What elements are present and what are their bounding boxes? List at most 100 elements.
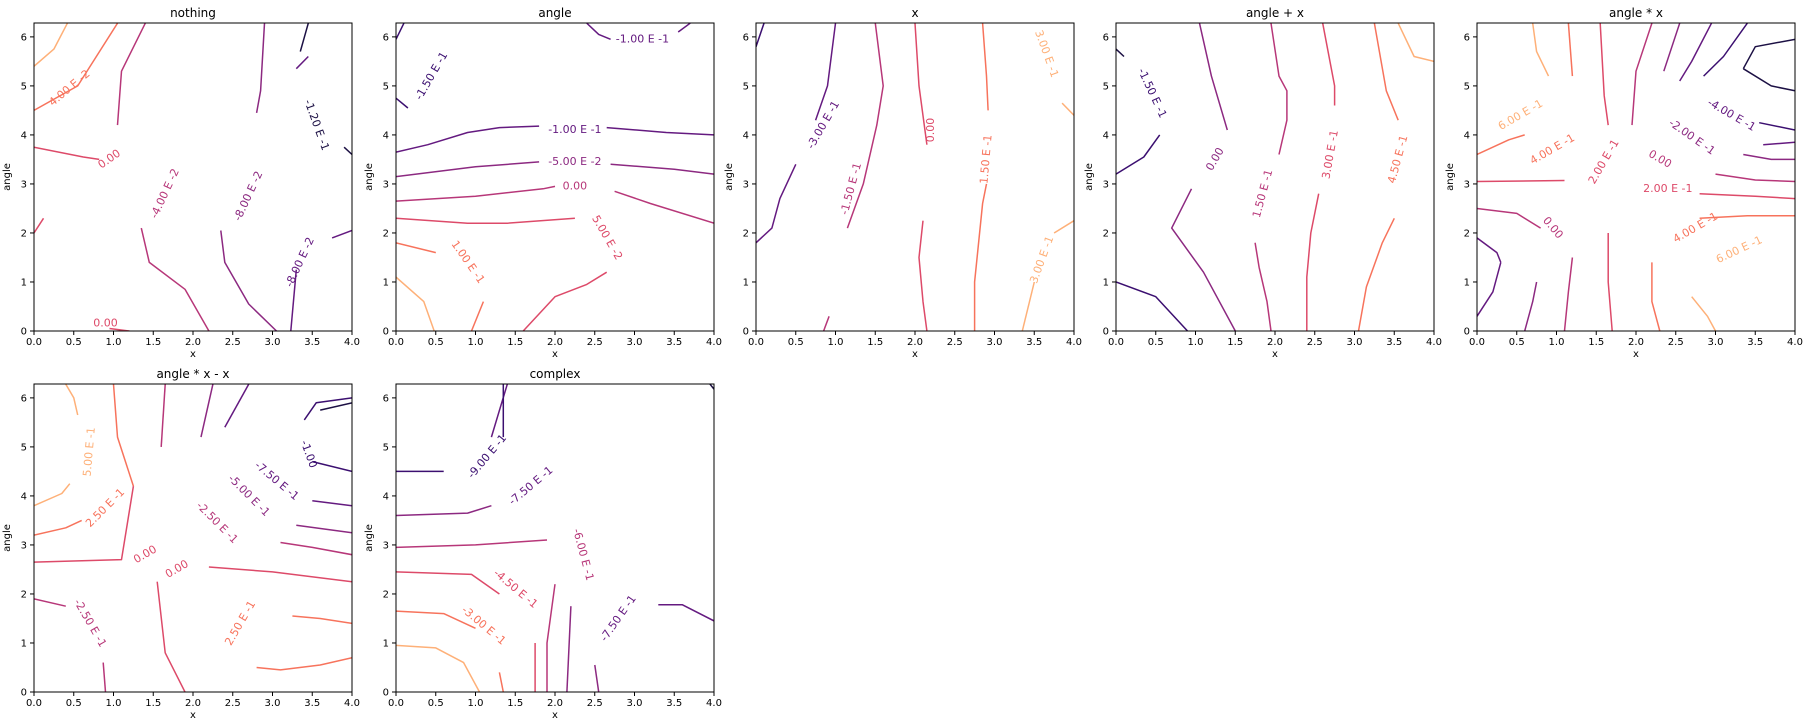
contour-line — [1198, 23, 1229, 131]
contour-line — [296, 524, 352, 534]
contour-line — [1651, 262, 1661, 331]
y-tick-label: 2 — [383, 228, 389, 239]
contour-line — [1306, 193, 1320, 331]
y-tick-label: 0 — [1103, 327, 1109, 338]
contour-line — [1116, 134, 1161, 175]
contour-label: 3.00 E -1 — [1027, 234, 1056, 285]
contour-label: -8.00 E -2 — [283, 235, 317, 289]
contour-line — [1663, 23, 1681, 72]
y-tick-label: 3 — [21, 179, 27, 190]
x-axis-label: x — [912, 349, 918, 360]
y-axis-label: angle — [1445, 163, 1456, 191]
x-tick-label: 1.5 — [145, 698, 161, 709]
y-tick-label: 4 — [1103, 130, 1109, 141]
contour-line — [522, 271, 608, 331]
contour-label: -2.00 E -1 — [1666, 116, 1717, 157]
x-tick-label: 0.5 — [788, 337, 804, 348]
contour-line — [822, 316, 830, 331]
subplot-title: angle * x — [1609, 6, 1663, 20]
x-tick-label: 1.0 — [828, 337, 844, 348]
contour-line — [1321, 23, 1336, 106]
x-tick-label: 4.0 — [344, 337, 360, 348]
contour-line — [1742, 68, 1795, 92]
x-tick-label: 3.5 — [1747, 337, 1763, 348]
contour-line — [208, 566, 352, 583]
y-tick-label: 2 — [1103, 228, 1109, 239]
contour-label: 3.00 E -1 — [1032, 28, 1061, 79]
x-tick-label: 2.0 — [185, 337, 201, 348]
subplot-title: x — [911, 6, 918, 20]
contour-line — [594, 664, 600, 692]
contour-label: -7.50 E -1 — [506, 464, 555, 508]
y-tick-label: 6 — [743, 32, 749, 43]
x-tick-label: 0.0 — [748, 337, 764, 348]
contour-label: -6.00 E -1 — [570, 527, 596, 582]
y-tick-label: 1 — [1464, 277, 1470, 288]
contour-label: -8.00 E -2 — [231, 169, 265, 223]
contour-line — [1477, 207, 1541, 229]
contour-line — [973, 183, 988, 331]
contour-line — [396, 276, 435, 331]
contour-line — [290, 269, 298, 331]
x-tick-label: 2.5 — [587, 698, 603, 709]
y-tick-label: 6 — [383, 32, 389, 43]
contour-line — [102, 662, 107, 692]
y-tick-label: 2 — [743, 228, 749, 239]
x-tick-label: 0.0 — [1108, 337, 1124, 348]
contour-label: 2.00 E -1 — [1586, 137, 1622, 186]
y-tick-label: 5 — [383, 442, 389, 453]
contour-line — [470, 301, 485, 331]
contour-lines — [756, 23, 1074, 331]
contour-line — [1699, 215, 1795, 220]
contour-line — [112, 384, 135, 487]
contour-line — [34, 146, 100, 161]
x-tick-label: 1.5 — [145, 337, 161, 348]
contour-label: 0.00 — [93, 317, 118, 330]
x-tick-label: 0.5 — [66, 698, 82, 709]
contour-line — [1523, 281, 1538, 331]
subplot-title: angle — [538, 6, 571, 20]
y-tick-label: 1 — [21, 277, 27, 288]
y-tick-label: 2 — [383, 589, 389, 600]
contour-line — [312, 500, 352, 507]
subplot-5: angle * x6.00 E -16.00 E -14.00 E -14.00… — [1445, 6, 1803, 360]
x-axis-label: x — [552, 710, 558, 721]
x-tick-label: 2.5 — [1307, 337, 1323, 348]
contour-label: -2.50 E -1 — [71, 597, 109, 650]
x-tick-label: 1.5 — [507, 698, 523, 709]
contour-line — [1715, 173, 1795, 183]
contour-label: -3.00 E -1 — [804, 99, 842, 152]
contour-line — [320, 402, 352, 411]
contour-label: 1.50 E -1 — [977, 134, 994, 184]
contour-line — [1477, 237, 1502, 263]
contour-label: -1.50 E -1 — [838, 161, 864, 216]
contour-line — [34, 598, 66, 607]
contour-line — [814, 23, 837, 121]
contour-line — [312, 460, 352, 473]
x-tick-label: 1.0 — [106, 337, 122, 348]
y-tick-label: 0 — [21, 688, 27, 699]
contour-line — [34, 483, 71, 507]
subplot-3: x 3.00 E -1 3.00 E -1 1.50 E -1 0.00 -1.50 E … — [724, 6, 1082, 360]
y-tick-label: 5 — [21, 442, 27, 453]
contour-label: 0.00 — [95, 147, 123, 172]
x-tick-label: 3.0 — [1708, 337, 1724, 348]
contour-line — [396, 644, 481, 692]
subplot-title: nothing — [170, 6, 216, 20]
x-tick-label: 3.0 — [265, 337, 281, 348]
contour-line — [1699, 192, 1795, 200]
contour-line — [490, 384, 509, 438]
contour-line — [1631, 23, 1653, 126]
contour-label: -5.00 E -2 — [548, 155, 601, 168]
y-axis-label: angle — [2, 524, 13, 552]
contour-line — [546, 584, 556, 692]
x-tick-label: 4.0 — [1426, 337, 1442, 348]
contour-line — [756, 163, 797, 244]
x-tick-label: 0.5 — [1509, 337, 1525, 348]
y-axis-label: angle — [1084, 163, 1095, 191]
contour-label: 6.00 E -1 — [1714, 233, 1764, 266]
contour-line — [1759, 121, 1795, 131]
contour-label: -1.00 — [298, 438, 320, 469]
x-tick-label: 1.0 — [106, 698, 122, 709]
contour-line — [1477, 179, 1565, 183]
